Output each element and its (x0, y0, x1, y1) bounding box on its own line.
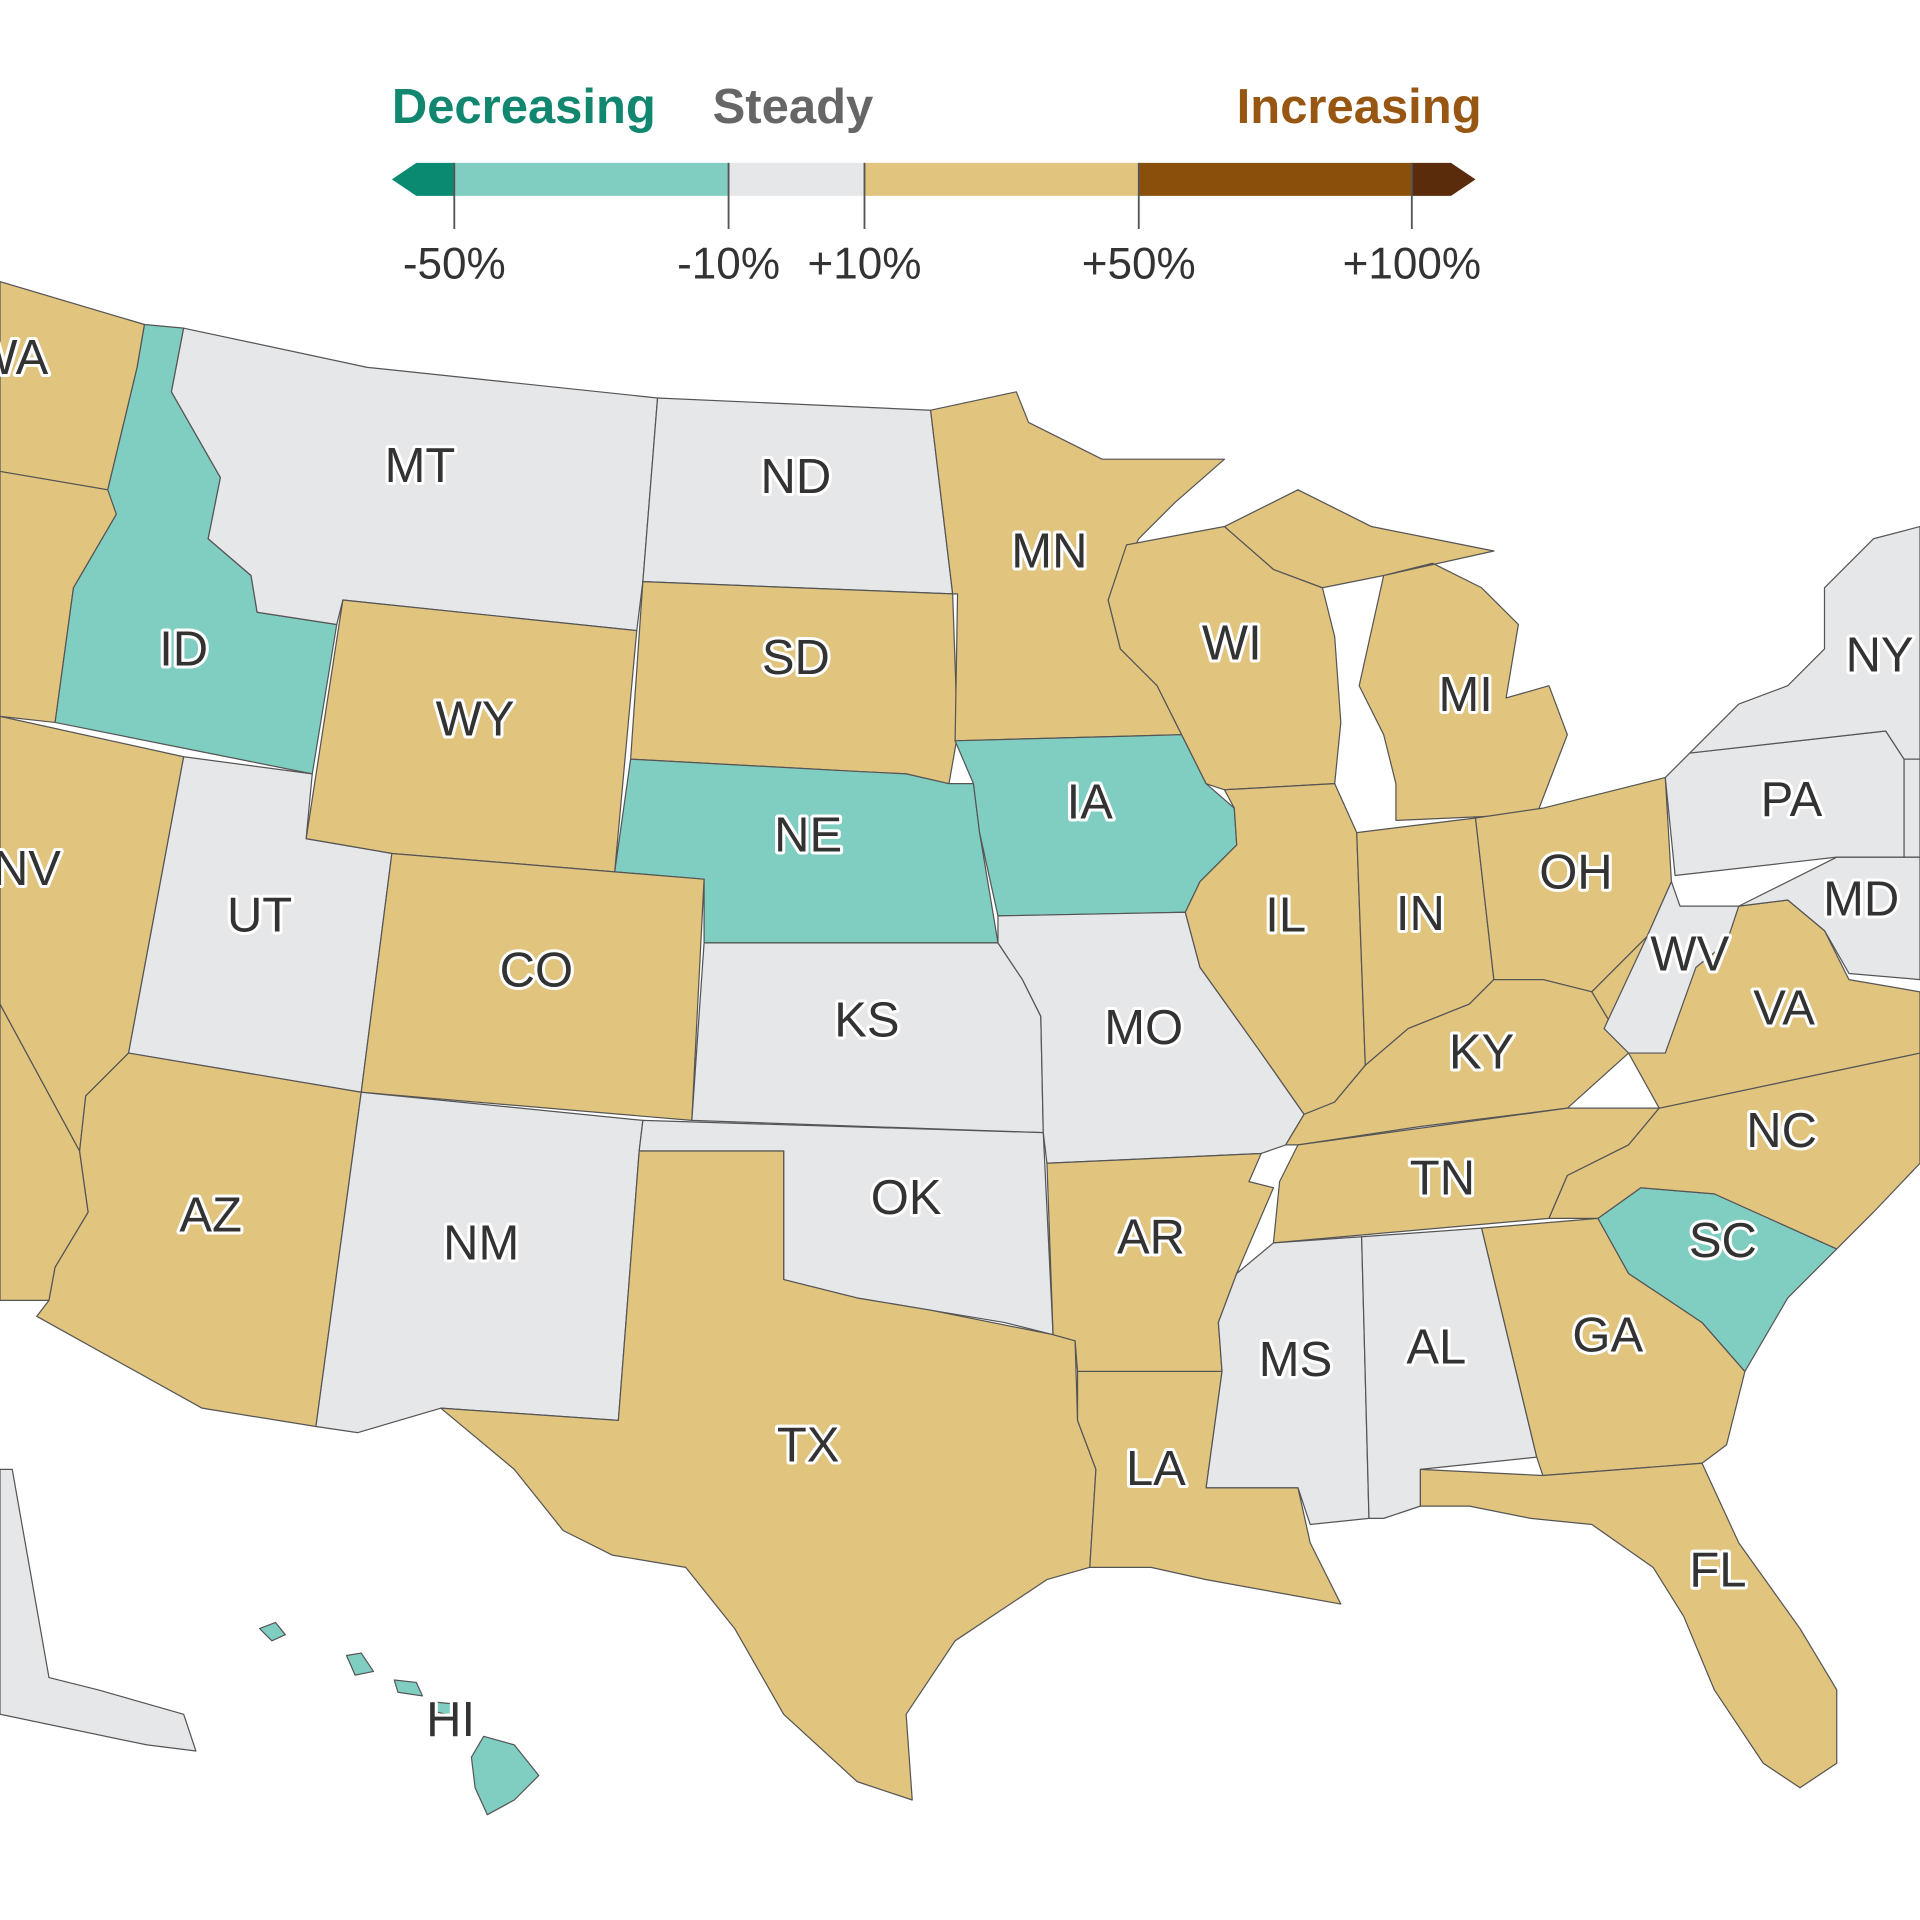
state-label: HI (426, 1693, 475, 1747)
state-label: OH (1539, 845, 1612, 899)
state-label: KS (834, 994, 899, 1048)
state-label: NE (774, 809, 842, 863)
legend-heading: Decreasing (392, 80, 656, 134)
state-shape (1285, 978, 1630, 1146)
state-label: SC (1689, 1214, 1757, 1268)
state-label: MI (1439, 668, 1493, 722)
state-shape (1903, 758, 1920, 858)
state-label: MD (1823, 872, 1899, 926)
state-label: MO (1104, 1001, 1183, 1055)
legend-bin (864, 162, 1139, 196)
legend-heading: Steady (713, 80, 874, 134)
state-label: IA (1067, 776, 1114, 830)
state-shape (258, 1621, 540, 1816)
state-label: KY (1449, 1025, 1514, 1079)
state-label: WI (1202, 616, 1262, 670)
state-shape (1548, 1052, 1920, 1250)
state-label: MT (385, 439, 456, 493)
legend-bin (391, 162, 455, 196)
state-shape (360, 852, 705, 1122)
state-shape (1223, 489, 1568, 822)
state-label: NC (1746, 1104, 1817, 1158)
state-label: MN (1011, 525, 1087, 579)
legend-tick-label: +100% (1343, 240, 1481, 289)
legend: -50% -10% +10% +50% +100% Decreasing Steady Inc… (391, 80, 1482, 289)
state-label: UT (227, 888, 292, 942)
state-label: NY (1846, 629, 1914, 683)
state-label: CO (500, 943, 573, 997)
state-label: WA (0, 331, 49, 385)
states (0, 281, 1920, 1816)
state-label: GA (1572, 1308, 1643, 1362)
legend-heading: Increasing (1237, 80, 1482, 134)
state-shape (1689, 525, 1920, 760)
state-label: LA (1126, 1442, 1186, 1496)
state-label: IL (1265, 888, 1306, 942)
legend-tick-label: +10% (808, 240, 922, 289)
legend-tick-label: +50% (1082, 240, 1196, 289)
state-label: MS (1259, 1333, 1332, 1387)
state-label: IN (1396, 887, 1445, 941)
legend-tick-label: -50% (403, 240, 506, 289)
state-label: TN (1410, 1152, 1475, 1206)
state-label: OK (871, 1171, 942, 1225)
state-label: FL (1689, 1543, 1746, 1597)
legend-tick-label: -10% (677, 240, 780, 289)
state-shape (440, 1150, 1097, 1801)
state-label: AZ (179, 1188, 242, 1242)
state-shape (0, 1468, 197, 1752)
state-label: ND (761, 450, 832, 504)
state-label: WV (1650, 927, 1729, 981)
state-label: AR (1117, 1210, 1185, 1264)
state-labels: WA NV ID MT ND SD NE WY UT CO AZ NM KS OK TX MN IA MO AR LA… (0, 328, 1917, 1750)
legend-bin (728, 162, 865, 196)
state-label: SD (762, 631, 830, 685)
state-label: PA (1761, 773, 1823, 827)
legend-bin (1411, 162, 1476, 196)
state-shape (1603, 881, 1740, 1054)
state-label: NM (443, 1216, 519, 1270)
state-label: AL (1406, 1321, 1466, 1375)
legend-bin (1138, 162, 1412, 196)
state-label: ID (159, 623, 208, 677)
state-label: TX (777, 1419, 840, 1473)
legend-bin (454, 162, 729, 196)
state-shape (1419, 1462, 1838, 1789)
state-label: WY (436, 692, 515, 746)
state-label: NV (0, 842, 61, 896)
state-label: VA (1753, 981, 1815, 1035)
